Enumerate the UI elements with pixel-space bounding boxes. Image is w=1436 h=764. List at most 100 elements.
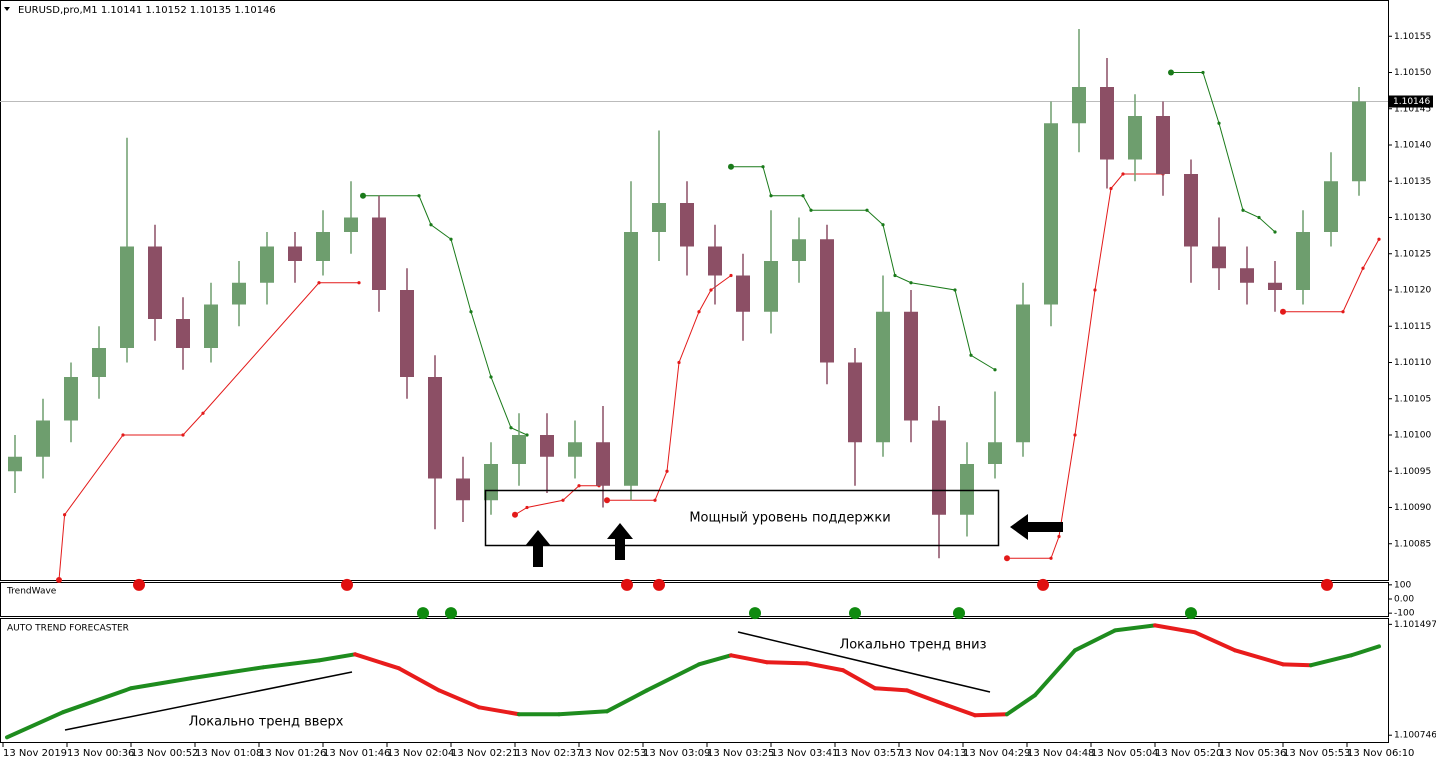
y-tick-label: 1.10150 bbox=[1394, 68, 1431, 78]
candle-body bbox=[960, 464, 974, 515]
level-line bbox=[731, 166, 996, 371]
level-dot bbox=[1241, 208, 1245, 212]
candle-body bbox=[652, 203, 666, 232]
level-dot bbox=[1121, 172, 1125, 176]
signal-dot bbox=[953, 607, 965, 620]
candle-body bbox=[1352, 101, 1366, 182]
x-tick-label: 13 Nov 04:48 bbox=[1027, 748, 1094, 759]
forecast-segment bbox=[729, 653, 769, 665]
arrow-up bbox=[607, 523, 633, 560]
x-tick-label: 13 Nov 02:21 bbox=[451, 748, 518, 759]
signal-dot bbox=[133, 578, 145, 591]
y-tick-label: 1.10085 bbox=[1394, 539, 1431, 549]
y-tick-label: 1.10145 bbox=[1394, 104, 1431, 114]
y-tick-label: 1.101497 bbox=[1394, 620, 1436, 630]
x-tick-label: 13 Nov 03:41 bbox=[771, 748, 838, 759]
level-dot bbox=[417, 194, 421, 198]
candle-body bbox=[400, 290, 414, 377]
level-dot bbox=[677, 360, 681, 365]
level-dot bbox=[993, 368, 997, 372]
forecast-segment bbox=[437, 688, 481, 710]
signal-dot bbox=[621, 578, 633, 591]
trend-annotation: Локально тренд вниз bbox=[839, 638, 986, 653]
trend-annotation: Локально тренд вверх bbox=[189, 715, 344, 730]
level-dot bbox=[953, 288, 957, 292]
main-frame bbox=[0, 0, 1389, 581]
trendwave-frame bbox=[0, 582, 1389, 617]
candle-body bbox=[1016, 304, 1030, 443]
candle-body bbox=[624, 232, 638, 486]
candle-body bbox=[1296, 232, 1310, 290]
forecast-segment bbox=[805, 661, 845, 673]
level-dot bbox=[1257, 215, 1261, 220]
level-line bbox=[1171, 72, 1276, 233]
x-tick-label: 13 Nov 2019 bbox=[3, 748, 67, 759]
forecast-segment bbox=[261, 658, 321, 670]
y-tick-label: 1.10140 bbox=[1394, 141, 1431, 151]
level-dot bbox=[1280, 308, 1286, 315]
candle-body bbox=[1184, 174, 1198, 247]
level-dot bbox=[865, 208, 869, 212]
forecast-segment bbox=[1309, 653, 1353, 668]
x-tick-label: 13 Nov 03:09 bbox=[643, 748, 710, 759]
candle-body bbox=[428, 377, 442, 479]
candle-body bbox=[1072, 87, 1086, 124]
support-annotation: Мощный уровень поддержки bbox=[689, 511, 890, 526]
level-line bbox=[1007, 173, 1163, 559]
level-dot bbox=[728, 163, 734, 170]
forecast-segment bbox=[973, 712, 1009, 718]
forecast-segment bbox=[353, 652, 401, 671]
x-tick-label: 13 Nov 02:37 bbox=[515, 748, 582, 759]
x-tick-label: 13 Nov 05:36 bbox=[1219, 748, 1286, 759]
candle-body bbox=[932, 420, 946, 515]
x-tick-label: 13 Nov 01:46 bbox=[323, 748, 390, 759]
chart-title: EURUSD,pro,M1 1.10141 1.10152 1.10135 1.… bbox=[18, 5, 276, 16]
y-tick-label: 1.10155 bbox=[1394, 32, 1431, 42]
level-dot bbox=[1057, 534, 1061, 539]
level-dot bbox=[893, 273, 897, 278]
forecast-segment bbox=[61, 686, 133, 715]
level-dot bbox=[429, 223, 433, 227]
y-tick-label: 1.10090 bbox=[1394, 503, 1431, 513]
forecast-segment bbox=[477, 705, 521, 717]
forecast-segment bbox=[697, 653, 733, 667]
x-tick-label: 13 Nov 05:20 bbox=[1155, 748, 1222, 759]
level-dot bbox=[1361, 266, 1365, 270]
level-dot bbox=[729, 273, 733, 278]
candle-body bbox=[540, 435, 554, 457]
level-dot bbox=[577, 484, 581, 488]
x-tick-label: 13 Nov 05:04 bbox=[1091, 748, 1158, 759]
level-dot bbox=[1273, 230, 1277, 234]
level-dot bbox=[801, 194, 805, 198]
candle-body bbox=[848, 362, 862, 443]
x-tick-label: 13 Nov 03:25 bbox=[707, 748, 774, 759]
level-dot bbox=[357, 281, 361, 285]
y-tick-label: 1.100746 bbox=[1394, 731, 1436, 741]
candle-body bbox=[120, 246, 134, 348]
candle-body bbox=[1100, 87, 1114, 160]
level-dot bbox=[525, 433, 529, 437]
level-dot bbox=[1049, 556, 1053, 560]
forecast-segment bbox=[765, 660, 809, 666]
forecast-segment bbox=[397, 666, 441, 693]
x-tick-label: 13 Nov 01:08 bbox=[195, 748, 262, 759]
level-dot bbox=[909, 281, 913, 285]
candle-body bbox=[792, 239, 806, 261]
trend-line bbox=[737, 631, 991, 693]
level-dot bbox=[509, 426, 513, 430]
candle-body bbox=[232, 282, 246, 305]
x-tick-label: 13 Nov 01:26 bbox=[259, 748, 326, 759]
candle-body bbox=[36, 420, 50, 457]
candle-body bbox=[316, 232, 330, 261]
forecast-segment bbox=[557, 709, 609, 717]
level-dot bbox=[1109, 186, 1113, 191]
forecast-segment bbox=[1233, 648, 1285, 667]
forecast-segment bbox=[841, 668, 877, 691]
forecast-segment bbox=[1073, 628, 1117, 653]
forecast-segment bbox=[945, 703, 977, 718]
candle-body bbox=[64, 377, 78, 421]
candle-body bbox=[764, 261, 778, 312]
candle-body bbox=[596, 442, 610, 486]
